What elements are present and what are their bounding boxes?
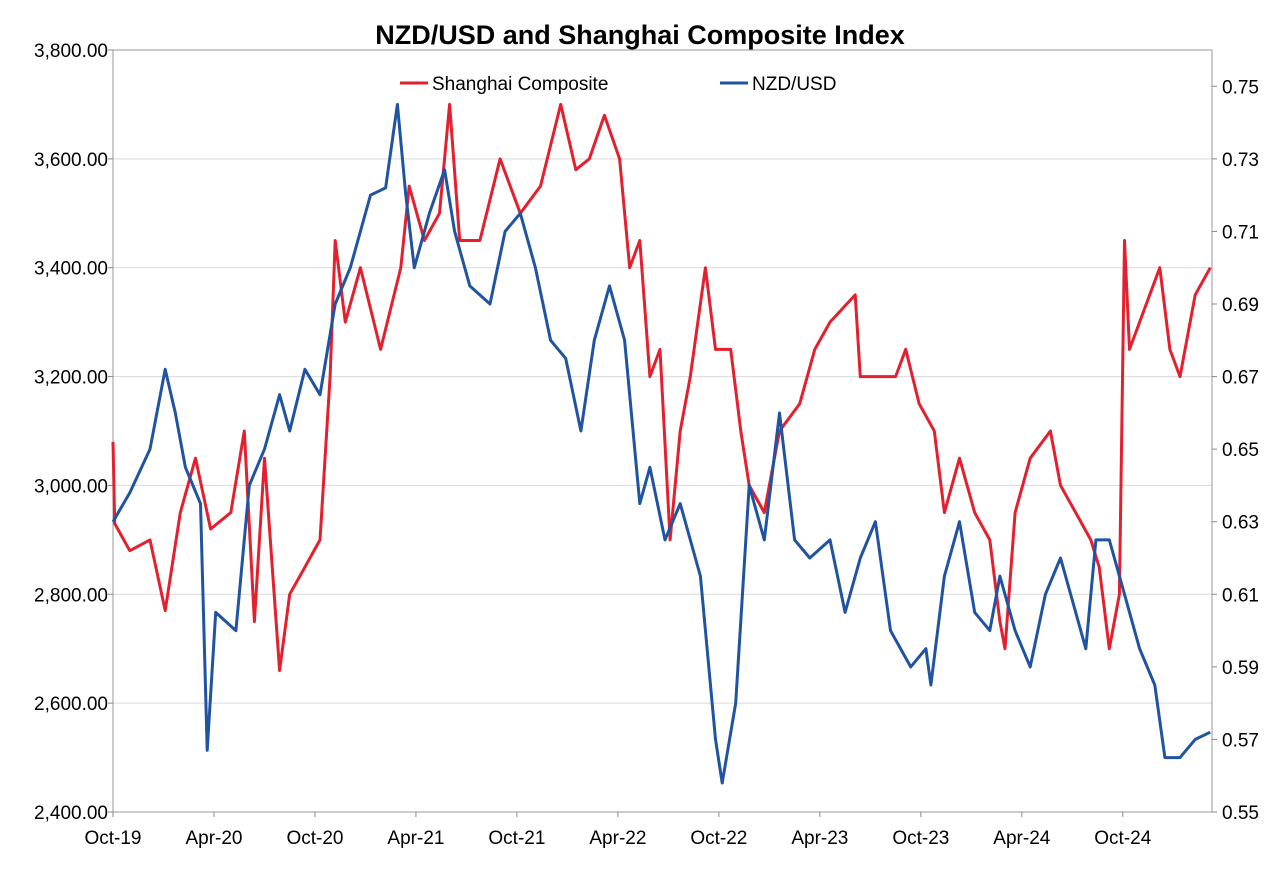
y-left-tick-label: 3,400.00 [34,259,108,280]
axes: 2,400.00 2,600.00 2,800.00 3,000.00 3,200.00… [34,41,1259,849]
x-tick-label: Apr-20 [185,828,242,849]
x-tick-label: Apr-24 [993,828,1050,849]
y-left-tick-label: 3,200.00 [34,368,108,389]
x-tick-label: Oct-21 [488,828,545,849]
series-lines [111,102,1212,785]
x-tick-label: Oct-23 [892,828,949,849]
y-right-tick-label: 0.71 [1222,222,1259,243]
y-right-tick-label: 0.63 [1222,513,1259,534]
series-line-shanghai-composite [111,102,1212,672]
y-right-tick-label: 0.61 [1222,585,1259,606]
y-left-tick-label: 3,000.00 [34,476,108,497]
y-right-tick-label: 0.59 [1222,658,1259,679]
x-tick-label: Apr-23 [791,828,848,849]
x-tick-label: Oct-22 [690,828,747,849]
y-left-tick-label: 2,600.00 [34,694,108,715]
x-tick-label: Oct-20 [286,828,343,849]
y-left-tick-label: 2,400.00 [34,803,108,824]
y-left-tick-label: 3,600.00 [34,150,108,171]
chart-title: NZD/USD and Shanghai Composite Index [375,20,905,50]
y-right-tick-label: 0.55 [1222,803,1259,824]
y-right-tick-label: 0.65 [1222,440,1259,461]
x-tick-label: Oct-19 [84,828,141,849]
plot-area [112,49,1213,813]
legend-label-nzdusd: NZD/USD [752,74,836,95]
legend-label-shanghai: Shanghai Composite [432,74,608,95]
y-right-tick-label: 0.57 [1222,730,1259,751]
x-tick-label: Apr-21 [387,828,444,849]
x-tick-label: Apr-22 [589,828,646,849]
series-line-nzd-usd [111,102,1211,785]
y-right-tick-label: 0.69 [1222,295,1259,316]
y-right-tick-label: 0.73 [1222,150,1259,171]
x-tick-label: Oct-24 [1094,828,1151,849]
y-left-tick-label: 3,800.00 [34,41,108,62]
y-right-tick-label: 0.75 [1222,77,1259,98]
y-right-tick-label: 0.67 [1222,368,1259,389]
y-left-tick-label: 2,800.00 [34,585,108,606]
legend: Shanghai Composite NZD/USD [400,74,836,95]
